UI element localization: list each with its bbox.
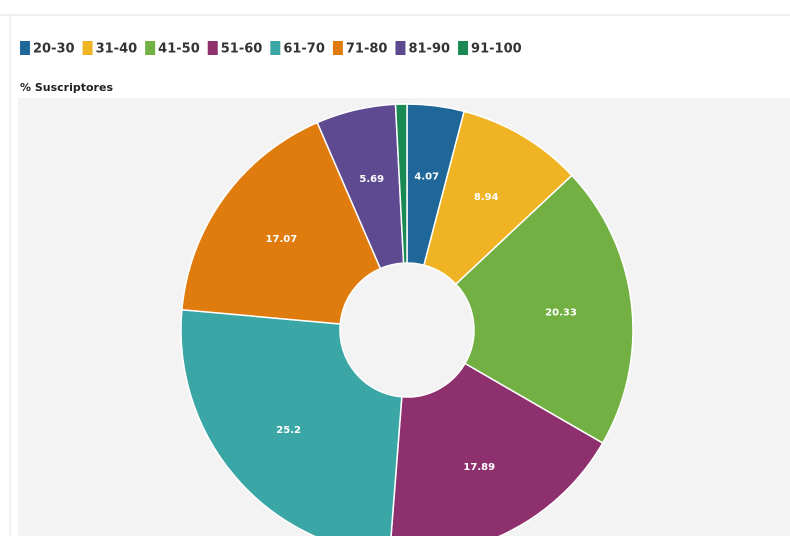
legend-label: 81-90	[408, 42, 450, 57]
slice	[390, 362, 604, 536]
legend-label: 31-40	[96, 42, 138, 57]
legend-label: 91-100	[471, 42, 522, 57]
slice	[180, 308, 403, 536]
legend-swatch	[20, 41, 30, 55]
legend-swatch	[207, 41, 218, 55]
slice	[454, 174, 634, 445]
slice-label: 5.69	[359, 174, 384, 185]
legend-label: 51-60	[221, 42, 263, 57]
legend-label: 41-50	[158, 42, 200, 57]
legend: 20-30 31-40 41-50 51-60 61-70 71-80 81-90 91-10…	[20, 41, 522, 57]
legend-swatch	[270, 41, 281, 55]
legend-swatch	[458, 41, 469, 55]
slice-label: 8.94	[474, 192, 499, 203]
slice-label: 25.2	[276, 425, 301, 436]
donut: 4.07 8.94 20.33 17.89 25.2 17.07 5.69	[180, 103, 634, 536]
legend-swatch	[82, 41, 93, 55]
legend-label: 61-70	[283, 42, 325, 57]
slice-label: 17.07	[266, 234, 298, 245]
slice	[181, 121, 382, 325]
slice-label: 4.07	[414, 171, 439, 182]
legend-swatch	[332, 41, 343, 55]
slice	[423, 110, 573, 286]
slice	[394, 103, 408, 264]
slice-label: 20.33	[545, 307, 577, 318]
legend-swatch	[395, 41, 406, 55]
legend-label: 20-30	[33, 42, 75, 57]
legend-swatch	[145, 41, 156, 55]
slice-label: 17.89	[463, 462, 495, 473]
legend-label: 71-80	[346, 42, 388, 57]
chart-title: % Suscriptores	[20, 81, 113, 94]
